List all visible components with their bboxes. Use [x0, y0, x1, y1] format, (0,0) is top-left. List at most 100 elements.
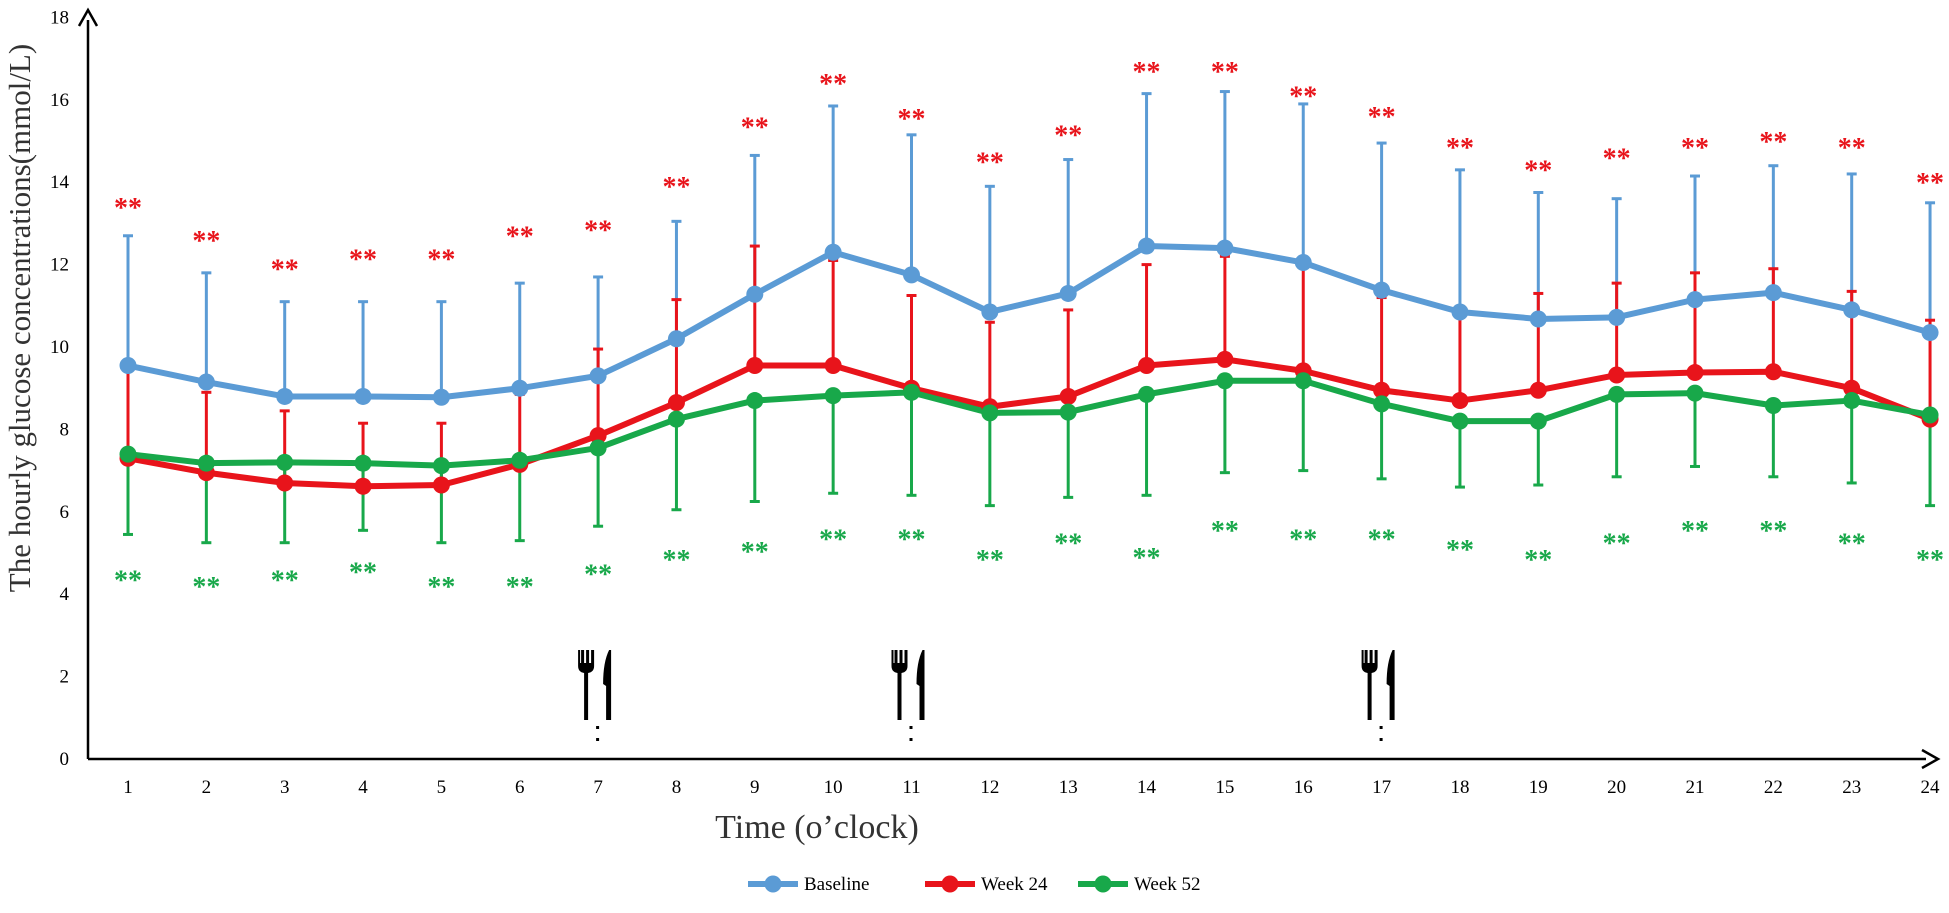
- x-tick-label: 21: [1686, 777, 1705, 798]
- week24-significance-label: **: [349, 244, 377, 275]
- x-tick-label: 14: [1137, 777, 1157, 798]
- x-tick-label: 6: [515, 777, 525, 798]
- data-point: [746, 357, 764, 375]
- data-point: [1921, 324, 1939, 342]
- series-points: [119, 237, 1939, 495]
- knife-icon: [603, 650, 612, 720]
- x-tick-label: 10: [824, 777, 843, 798]
- data-point: [1529, 381, 1547, 399]
- data-point: [667, 410, 685, 428]
- week24-significance-label: **: [1524, 156, 1552, 187]
- data-point: [1216, 239, 1234, 257]
- data-point: [432, 457, 450, 475]
- data-point: [1764, 284, 1782, 302]
- x-tick-label: 11: [902, 777, 920, 798]
- data-point: [589, 427, 607, 445]
- data-point: [1843, 379, 1861, 397]
- y-tick-label: 18: [50, 7, 69, 28]
- data-point: [824, 243, 842, 261]
- meal-dot: [1379, 726, 1383, 729]
- week52-significance-label: **: [1681, 516, 1709, 547]
- week52-significance-label: **: [898, 524, 926, 555]
- meal-markers: [578, 650, 1395, 741]
- week24-significance-label: **: [114, 193, 142, 224]
- y-tick-label: 16: [50, 90, 69, 111]
- week52-significance-label: **: [1759, 516, 1787, 547]
- data-point: [119, 357, 137, 375]
- series-line: [127, 377, 1931, 469]
- meal-dot: [1379, 738, 1383, 741]
- fork-icon: [578, 650, 595, 720]
- data-point: [197, 454, 215, 472]
- x-tick-label: 17: [1372, 777, 1391, 798]
- week52-significance-label: **: [1054, 529, 1082, 560]
- y-tick-label: 4: [60, 584, 70, 605]
- knife-icon: [916, 650, 925, 720]
- x-tick-label: 4: [358, 777, 368, 798]
- week24-significance-label: **: [1368, 102, 1396, 133]
- data-point: [1059, 403, 1077, 421]
- week52-significance-label: **: [1289, 524, 1317, 555]
- week24-significance-label: **: [1838, 133, 1866, 164]
- data-point: [511, 451, 529, 469]
- data-point: [1921, 406, 1939, 424]
- data-point: [667, 330, 685, 348]
- data-point: [1451, 303, 1469, 321]
- data-point: [1294, 372, 1312, 390]
- week52-significance-label: **: [349, 557, 377, 588]
- week24-significance-label: **: [1054, 121, 1082, 152]
- x-tick-label: 24: [1921, 777, 1941, 798]
- data-point: [1451, 412, 1469, 430]
- x-tick-label: 9: [750, 777, 760, 798]
- legend-label: Week 52: [1134, 874, 1201, 895]
- data-point: [589, 439, 607, 457]
- meal-dot: [909, 738, 913, 741]
- data-point: [1843, 392, 1861, 410]
- week52-significance-label: **: [192, 572, 220, 603]
- legend-label: Baseline: [804, 874, 869, 895]
- week52-significance-label: **: [1211, 516, 1239, 547]
- data-point: [903, 383, 920, 401]
- data-point: [1608, 366, 1626, 384]
- series-lines: [127, 243, 1932, 490]
- x-tick-label: 19: [1529, 777, 1548, 798]
- y-tick-label: 2: [60, 667, 70, 688]
- week24-significance-label: **: [1211, 57, 1239, 88]
- x-tick-label: 5: [437, 777, 447, 798]
- legend-item: Week 52: [1078, 874, 1201, 895]
- data-point: [354, 454, 372, 472]
- error-bars: [123, 90, 1936, 545]
- x-ticks: 1 2 3 4 5 6 7 8 9 10 11 12 13 14 15 16 17 18 19 20 21 22 23 24: [123, 777, 1940, 798]
- week24-significance-label: **: [1681, 133, 1709, 164]
- week52-significance-label: **: [1368, 524, 1396, 555]
- y-axis-arrowhead: [77, 7, 99, 27]
- data-point: [1529, 412, 1547, 430]
- data-point: [1686, 291, 1704, 309]
- data-point: [746, 285, 764, 303]
- data-point: [119, 445, 137, 463]
- week24-significance-label: **: [1446, 133, 1474, 164]
- x-tick-label: 16: [1294, 777, 1313, 798]
- series-line: [127, 356, 1932, 490]
- y-tick-label: 10: [50, 337, 69, 358]
- y-ticks: 0 2 4 6 8 10 12 14 16 18: [50, 7, 70, 770]
- x-axis-title: Time (o’clock): [715, 809, 919, 846]
- legend-marker: [764, 875, 782, 893]
- legend-item: Week 24: [925, 874, 1048, 895]
- week24-significance-label: **: [898, 104, 926, 135]
- data-point: [824, 357, 842, 375]
- week52-significance-label: **: [506, 572, 534, 603]
- data-point: [589, 367, 607, 385]
- data-point: [432, 476, 450, 494]
- week24-significance-label: **: [1133, 57, 1161, 88]
- week24-significance-label: **: [1603, 143, 1631, 174]
- data-point: [1529, 310, 1547, 328]
- y-axis-title: The hourly glucose concentrations(mmol/L…: [2, 44, 37, 592]
- x-tick-label: 2: [202, 777, 212, 798]
- week52-significance-label: **: [819, 524, 847, 555]
- y-tick-label: 14: [50, 172, 70, 193]
- data-point: [1138, 237, 1156, 255]
- axes: [77, 7, 1941, 770]
- data-point: [1373, 281, 1391, 299]
